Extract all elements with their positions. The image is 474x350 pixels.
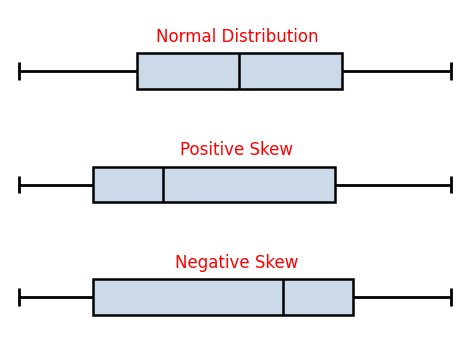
Bar	[93, 279, 353, 315]
Text: Negative Skew: Negative Skew	[175, 254, 299, 272]
Bar	[137, 54, 341, 89]
Text: Positive Skew: Positive Skew	[181, 141, 293, 159]
Bar	[93, 167, 335, 202]
Text: Normal Distribution: Normal Distribution	[156, 28, 318, 46]
